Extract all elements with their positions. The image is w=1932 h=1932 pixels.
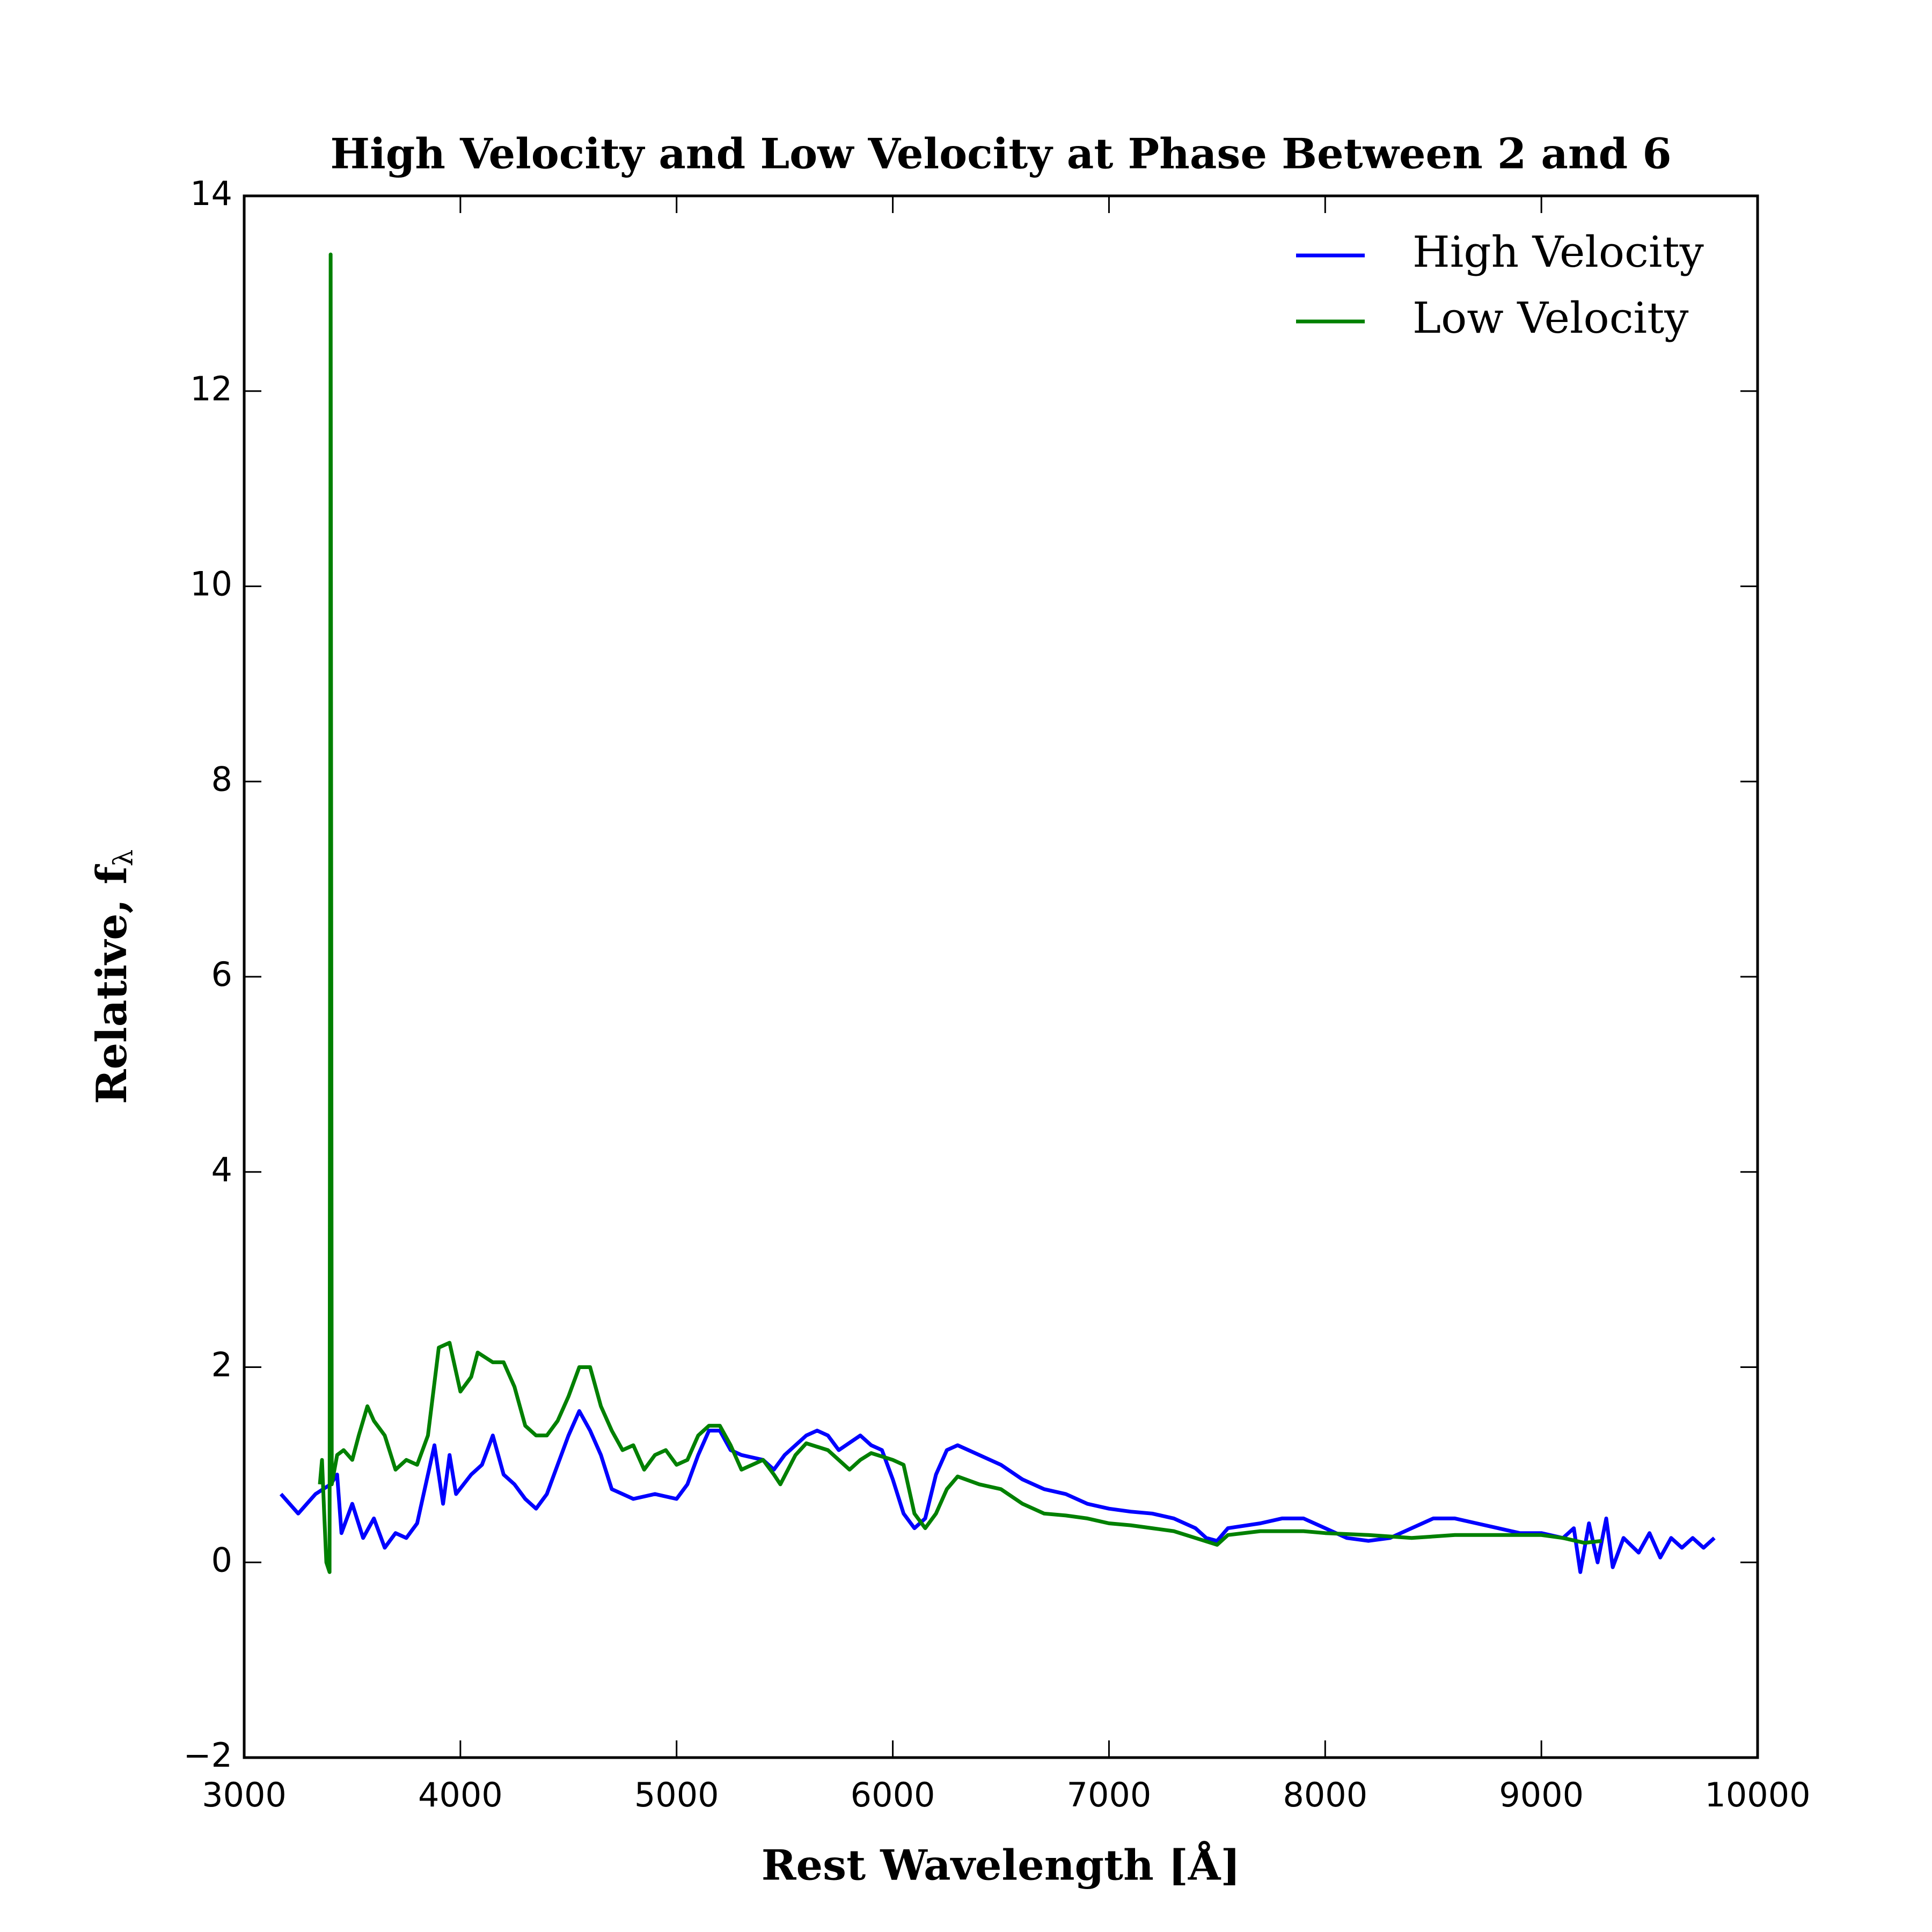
x-tick-label: 3000 bbox=[202, 1775, 287, 1814]
y-axis-label-main: Relative, f bbox=[87, 864, 136, 1104]
x-tick-label: 5000 bbox=[634, 1775, 719, 1814]
x-tick-label: 10000 bbox=[1704, 1775, 1810, 1814]
y-tick-label: −2 bbox=[184, 1736, 232, 1775]
y-tick-label: 4 bbox=[211, 1150, 232, 1189]
plot-area bbox=[279, 252, 1716, 1574]
x-tick-label: 9000 bbox=[1499, 1775, 1584, 1814]
legend-label: High Velocity bbox=[1413, 227, 1704, 277]
x-tick-label: 4000 bbox=[418, 1775, 503, 1814]
plot-frame bbox=[243, 194, 1759, 1759]
y-axis-label: Relative, fλ bbox=[87, 850, 140, 1104]
legend-label: Low Velocity bbox=[1413, 293, 1688, 343]
x-tick-label: 8000 bbox=[1283, 1775, 1367, 1814]
y-tick-label: 8 bbox=[211, 759, 232, 799]
x-tick-label: 7000 bbox=[1067, 1775, 1152, 1814]
y-tick-label: 0 bbox=[211, 1540, 232, 1579]
x-axis-label: Rest Wavelength [Å] bbox=[762, 1841, 1241, 1890]
y-tick-label: 12 bbox=[190, 369, 232, 408]
y-axis-label-subscript: λ bbox=[108, 850, 139, 867]
x-tick-label: 6000 bbox=[851, 1775, 935, 1814]
y-tick-label: 6 bbox=[211, 955, 232, 994]
data-line bbox=[318, 252, 1602, 1574]
y-tick-label: 10 bbox=[190, 565, 232, 604]
data-line bbox=[279, 1409, 1716, 1574]
chart-title: High Velocity and Low Velocity at Phase … bbox=[330, 130, 1671, 179]
y-tick-label: 14 bbox=[190, 174, 232, 213]
y-tick-label: 2 bbox=[211, 1345, 232, 1385]
